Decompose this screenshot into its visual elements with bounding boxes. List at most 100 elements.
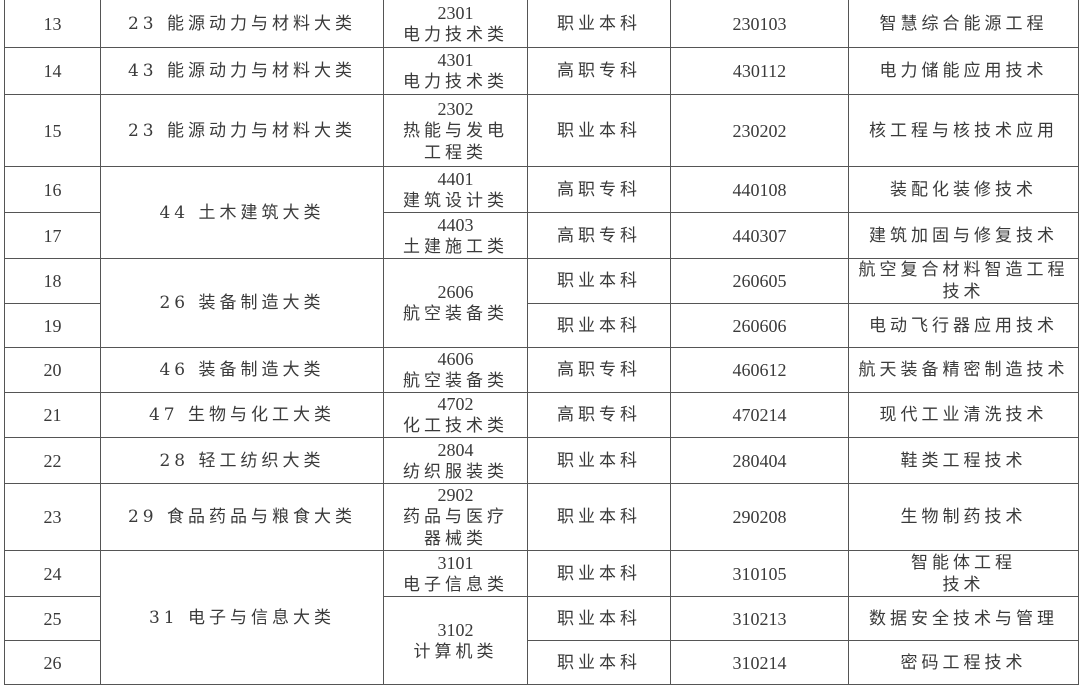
level-cell: 职业本科 [527,94,671,167]
subcategory-name: 药品与医疗 [403,507,508,527]
major-code-cell: 230202 [670,94,849,167]
major-name-cell: 数据安全技术与管理 [848,596,1079,641]
subcategory-cell: 3102 计算机类 [383,596,528,685]
subcategory-cell: 4403 土建施工类 [383,212,528,259]
subcategory-cell: 2301 电力技术类 [383,0,528,48]
level-cell: 职业本科 [527,0,671,48]
major-name-cell: 核工程与核技术应用 [848,94,1079,167]
subcategory-code: 4403 [437,214,474,235]
level-cell: 高职专科 [527,47,671,95]
level-cell: 职业本科 [527,550,671,597]
category-cell: 44 土木建筑大类 [100,166,384,259]
subcategory-code: 4401 [437,168,474,189]
level-cell: 高职专科 [527,347,671,393]
subcategory-name: 土建施工类 [403,236,508,257]
subcategory-code: 2302 [437,98,474,119]
major-code-cell: 280404 [670,437,849,484]
major-name-cell: 航空复合材料智造工程 技术 [848,258,1079,304]
row-number-cell: 25 [4,596,101,641]
table-row: 24 31 电子与信息大类 3101 电子信息类 职业本科 310105 智能体工程 技术 [4,550,1079,685]
subcategory-code: 4606 [437,349,474,369]
major-name: 装配化装修技术 [890,179,1037,200]
row-number-cell: 17 [4,212,101,259]
major-code-cell: 310213 [670,596,849,641]
subcategory-cell: 3101 电子信息类 [383,550,528,597]
subcategory-name: 电子信息类 [403,574,508,595]
major-name-cell: 密码工程技术 [848,640,1079,685]
major-name: 数据安全技术与管理 [869,608,1058,629]
table-row: 20 46 装备制造大类 4606 航空装备类 高职专科 460612 航天装备精密制造技术 [4,347,1079,393]
major-name: 电动飞行器应用技术 [869,315,1058,336]
major-name: 航天装备精密制造技术 [858,360,1069,380]
major-name-cell: 航天装备精密制造技术 [848,347,1079,393]
category-cell: 46 装备制造大类 [100,347,384,393]
major-code-cell: 310214 [670,640,849,685]
major-name: 航空复合材料智造工程 [858,260,1069,280]
subcategory-code: 2606 [437,282,474,302]
major-name-cell: 电动飞行器应用技术 [848,303,1079,348]
subcategory-name: 航空装备类 [403,371,508,391]
subcategory-name: 纺织服装类 [403,461,508,482]
table-row: 15 23 能源动力与材料大类 2302 热能与发电 工程类 职业本科 230202 核工程与… [4,94,1079,167]
major-code-cell: 260606 [670,303,849,348]
table-row: 23 29 食品药品与粮食大类 2902 药品与医疗 器械类 职业本科 290208 生物制药… [4,483,1079,551]
major-name-cell: 现代工业清洗技术 [848,392,1079,438]
major-code-cell: 310105 [670,550,849,597]
category-cell: 28 轻工纺织大类 [100,437,384,484]
level-cell: 职业本科 [527,640,671,685]
subcategory-code: 2301 [437,2,474,23]
level-cell: 职业本科 [527,596,671,641]
table-row: 22 28 轻工纺织大类 2804 纺织服装类 职业本科 280404 鞋类工程技术 [4,437,1079,484]
major-name-cell: 电力储能应用技术 [848,47,1079,95]
major-code-cell: 460612 [670,347,849,393]
row-number-cell: 23 [4,483,101,551]
row-number-cell: 19 [4,303,101,348]
subcategory-code: 4702 [437,394,474,414]
major-name-cell: 装配化装修技术 [848,166,1079,213]
subcategory-code: 3102 [437,619,474,640]
category-cell: 43 能源动力与材料大类 [100,47,384,95]
major-code-cell: 440108 [670,166,849,213]
subcategory-name: 计算机类 [413,641,498,662]
level-cell: 高职专科 [527,392,671,438]
subcategory-cell: 4301 电力技术类 [383,47,528,95]
table-row: 18 26 装备制造大类 2606 航空装备类 职业本科 260605 航空复合材料智造工程… [4,258,1079,348]
major-name-cell: 智慧综合能源工程 [848,0,1079,48]
subcategory-name: 建筑设计类 [403,190,508,211]
table-row: 26 职业本科 310214 密码工程技术 [4,640,1079,685]
major-code-cell: 230103 [670,0,849,48]
subcategory-code: 2902 [437,485,474,505]
major-name-cell: 建筑加固与修复技术 [848,212,1079,259]
major-name: 现代工业清洗技术 [879,405,1048,425]
table-row: 21 47 生物与化工大类 4702 化工技术类 高职专科 470214 现代工业清洗技术 [4,392,1079,438]
major-name: 智能体工程 [911,552,1016,573]
major-catalog-table: 13 23 能源动力与材料大类 2301 电力技术类 职业本科 230103 智慧综合能源工… [4,0,1079,685]
row-number-cell: 14 [4,47,101,95]
major-name: 技术 [942,282,985,302]
subcategory-cell: 4702 化工技术类 [383,392,528,438]
table-row: 16 44 土木建筑大类 4401 建筑设计类 高职专科 440108 装配化装修技术 [4,166,1079,259]
major-code-cell: 430112 [670,47,849,95]
subcategory-cell: 2302 热能与发电 工程类 [383,94,528,167]
row-number-cell: 22 [4,437,101,484]
category-cell: 23 能源动力与材料大类 [100,0,384,48]
level-cell: 高职专科 [527,212,671,259]
category-cell: 31 电子与信息大类 [100,550,384,685]
major-name: 智慧综合能源工程 [879,13,1048,34]
subcategory-name: 器械类 [424,529,487,549]
major-name: 鞋类工程技术 [900,450,1027,471]
row-number-cell: 16 [4,166,101,213]
major-name-cell: 鞋类工程技术 [848,437,1079,484]
major-code-cell: 470214 [670,392,849,438]
category-cell: 47 生物与化工大类 [100,392,384,438]
category-cell: 23 能源动力与材料大类 [100,94,384,167]
level-cell: 职业本科 [527,303,671,348]
row-number-cell: 13 [4,0,101,48]
subcategory-cell: 2606 航空装备类 [383,258,528,348]
table-row: 17 4403 土建施工类 高职专科 440307 建筑加固与修复技术 [4,212,1079,259]
major-code-cell: 260605 [670,258,849,304]
subcategory-name: 电力技术类 [403,24,508,45]
subcategory-cell: 2804 纺织服装类 [383,437,528,484]
subcategory-name: 热能与发电 [403,120,508,141]
subcategory-cell: 2902 药品与医疗 器械类 [383,483,528,551]
